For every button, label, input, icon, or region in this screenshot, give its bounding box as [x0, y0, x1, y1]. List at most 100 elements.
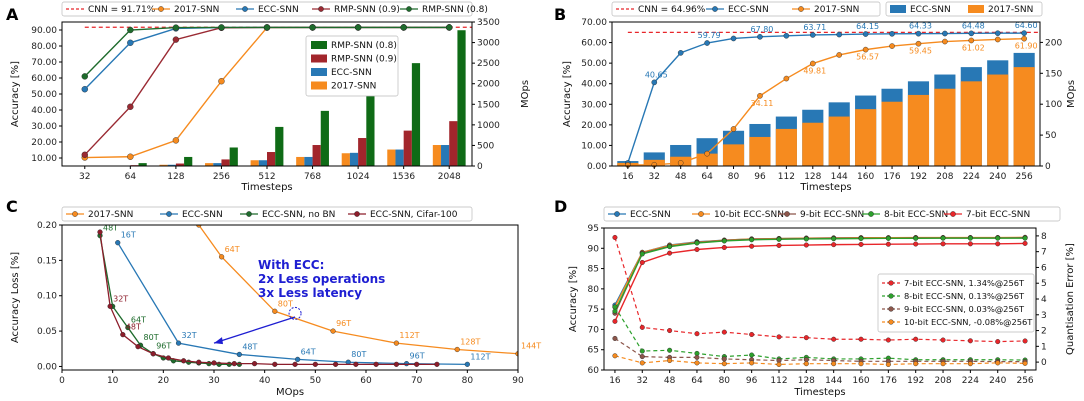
data-point: [1021, 35, 1027, 42]
y2-tick-label: 0: [477, 162, 483, 172]
error-point: [858, 336, 864, 342]
data-point: [272, 308, 278, 314]
y-tick-label: 0.00: [587, 162, 607, 172]
bar-2017-snn: [696, 153, 718, 166]
error-point: [639, 348, 645, 354]
data-point: [172, 137, 180, 144]
data-label: 61.90: [1015, 42, 1038, 51]
data-point: [994, 30, 1001, 37]
bar-2017-snn: [881, 101, 903, 166]
data-point: [612, 318, 618, 324]
x-tick-label: 32: [79, 172, 90, 182]
y2-tick-label: 3: [1041, 311, 1047, 321]
bar-rmp-snn-0-8-: [320, 110, 329, 166]
legend-marker: [888, 319, 894, 325]
error-point: [721, 356, 727, 362]
y-tick-label: 50.00: [581, 59, 607, 69]
data-point: [81, 73, 88, 80]
data-point: [172, 24, 180, 31]
series-line: [99, 231, 437, 365]
data-point: [783, 75, 790, 82]
error-line: [614, 337, 1026, 363]
bar-2017-snn: [722, 144, 745, 166]
plot-area: [97, 225, 518, 367]
legend-label: 8-bit ECC-SNN: [884, 210, 948, 220]
legend-label: CNN = 91.71%: [88, 5, 156, 15]
data-point: [400, 24, 407, 31]
legend-marker: [868, 211, 874, 217]
legend-label: 2017-SNN: [988, 5, 1033, 15]
bar-2017-snn: [828, 116, 850, 166]
y2-tick-label: 3500: [477, 18, 500, 28]
error-point: [803, 361, 809, 367]
data-point: [226, 361, 232, 367]
legend-marker: [246, 211, 252, 217]
x-tick-label: 20: [158, 376, 170, 386]
error-point: [776, 361, 782, 367]
x-tick-label: 208: [936, 172, 953, 182]
data-point: [639, 251, 645, 257]
legend-label: ECC-SNN: [910, 5, 951, 15]
y-tick-label: 60.00: [31, 74, 57, 84]
y-tick-label: 50.00: [31, 90, 57, 100]
data-label: 64.60: [1015, 21, 1038, 30]
x-axis-label: Timesteps: [793, 387, 845, 398]
error-point: [913, 361, 919, 367]
error-point: [612, 335, 618, 341]
data-label: 48T: [103, 224, 118, 233]
x-tick-label: 40: [259, 376, 271, 386]
data-point: [757, 34, 763, 40]
x-tick-label: 112: [778, 172, 795, 182]
data-label: 96T: [156, 342, 171, 351]
annotation-text: 3x Less latency: [258, 286, 362, 300]
data-label: 59.45: [909, 47, 932, 56]
y-tick-label: 40.00: [581, 80, 607, 90]
legend-label: 10-bit ECC-SNN: [714, 210, 784, 220]
data-label: 48T: [242, 342, 257, 351]
data-point: [218, 24, 225, 31]
data-point: [862, 46, 869, 53]
bar-rmp-snn-0-8-: [229, 147, 238, 166]
bar-2017-snn: [250, 160, 259, 166]
error-point: [721, 361, 727, 367]
legend-label: 7-bit ECC-SNN: [966, 210, 1030, 220]
x-tick-label: 128: [798, 376, 815, 386]
data-point: [127, 26, 134, 34]
data-point: [858, 241, 864, 247]
data-label: 80T: [278, 299, 293, 308]
data-point: [915, 40, 922, 47]
data-point: [135, 344, 141, 350]
y2-tick-label: 5: [1041, 279, 1047, 289]
data-point: [940, 235, 946, 241]
data-label: 112T: [470, 352, 490, 361]
x-axis-label: MOps: [276, 387, 304, 398]
bar-2017-snn: [775, 128, 797, 166]
x-tick-label: 128: [804, 172, 821, 182]
data-point: [694, 247, 700, 253]
data-point: [749, 243, 755, 249]
data-point: [730, 126, 737, 132]
y2-tick-label: 8: [1041, 232, 1047, 242]
data-point: [165, 355, 172, 361]
x-tick-label: 192: [907, 376, 924, 386]
data-point: [263, 24, 271, 31]
x-tick-label: 176: [880, 376, 897, 386]
y-tick-label: 65: [588, 346, 599, 356]
data-point: [639, 259, 645, 265]
legend-label: 9-bit ECC-SNN: [800, 210, 864, 220]
data-label: 128T: [460, 337, 480, 346]
x-tick-label: 256: [213, 172, 230, 182]
x-tick-label: 176: [883, 172, 900, 182]
error-point: [995, 360, 1001, 366]
data-point: [757, 93, 763, 99]
error-point: [694, 331, 700, 337]
data-point: [236, 351, 242, 358]
data-point: [803, 236, 809, 242]
error-point: [1022, 338, 1028, 344]
y-tick-label: 30.00: [31, 122, 57, 132]
data-point: [81, 151, 88, 159]
error-point: [749, 332, 755, 338]
error-point: [913, 336, 919, 342]
legend-marker: [406, 6, 412, 12]
legend-label: 2017-SNN: [88, 210, 133, 220]
